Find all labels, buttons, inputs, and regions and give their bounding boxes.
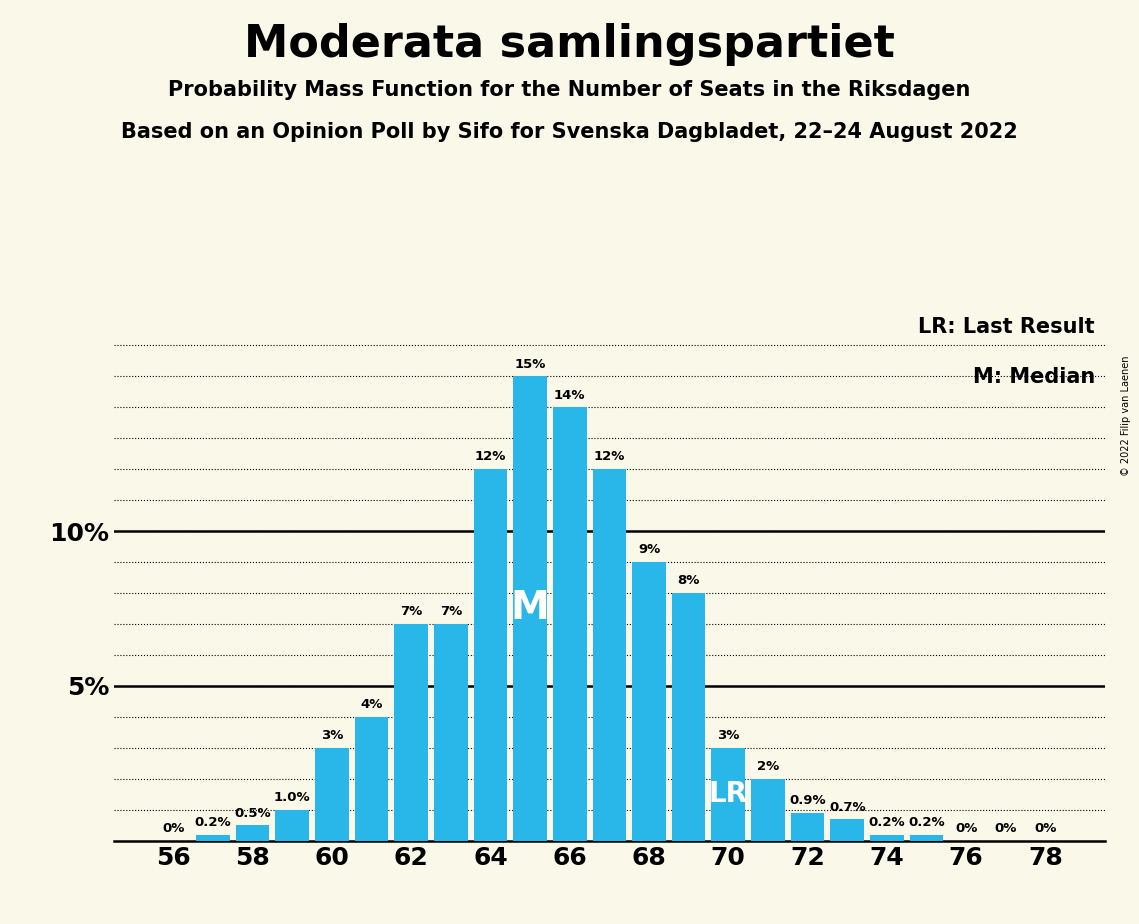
Text: 8%: 8% (678, 575, 699, 588)
Bar (632, 562, 666, 841)
Text: M: M (510, 590, 549, 627)
Bar (830, 820, 865, 841)
Text: 7%: 7% (440, 605, 462, 618)
Text: 0%: 0% (994, 822, 1017, 835)
Text: 0%: 0% (954, 822, 977, 835)
Text: 15%: 15% (515, 358, 546, 371)
Text: 0.2%: 0.2% (869, 816, 906, 829)
Bar (394, 624, 428, 841)
Text: 2%: 2% (756, 760, 779, 773)
Bar (434, 624, 468, 841)
Text: 1.0%: 1.0% (274, 791, 311, 804)
Text: 0.2%: 0.2% (195, 816, 231, 829)
Text: 0.2%: 0.2% (908, 816, 944, 829)
Text: 0.7%: 0.7% (829, 800, 866, 813)
Text: 9%: 9% (638, 543, 661, 556)
Bar (552, 407, 587, 841)
Text: 0%: 0% (162, 822, 185, 835)
Bar (592, 469, 626, 841)
Text: 0.9%: 0.9% (789, 795, 826, 808)
Text: 12%: 12% (475, 451, 506, 464)
Bar (751, 779, 785, 841)
Text: 0%: 0% (1034, 822, 1057, 835)
Bar (790, 813, 825, 841)
Bar (712, 748, 745, 841)
Text: 0.5%: 0.5% (235, 807, 271, 820)
Bar (196, 834, 230, 841)
Bar (870, 834, 903, 841)
Text: 14%: 14% (554, 388, 585, 402)
Text: Probability Mass Function for the Number of Seats in the Riksdagen: Probability Mass Function for the Number… (169, 80, 970, 101)
Text: 7%: 7% (400, 605, 423, 618)
Bar (354, 717, 388, 841)
Text: 3%: 3% (718, 729, 739, 742)
Bar (514, 376, 547, 841)
Text: 3%: 3% (321, 729, 343, 742)
Text: Moderata samlingspartiet: Moderata samlingspartiet (244, 23, 895, 67)
Bar (276, 809, 309, 841)
Text: M: Median: M: Median (973, 367, 1095, 387)
Text: 12%: 12% (593, 451, 625, 464)
Text: © 2022 Filip van Laenen: © 2022 Filip van Laenen (1121, 356, 1131, 476)
Text: 4%: 4% (360, 699, 383, 711)
Text: Based on an Opinion Poll by Sifo for Svenska Dagbladet, 22–24 August 2022: Based on an Opinion Poll by Sifo for Sve… (121, 122, 1018, 142)
Bar (316, 748, 349, 841)
Text: LR: Last Result: LR: Last Result (918, 317, 1095, 336)
Bar (910, 834, 943, 841)
Bar (474, 469, 507, 841)
Bar (672, 593, 705, 841)
Text: LR: LR (708, 781, 748, 808)
Bar (236, 825, 270, 841)
